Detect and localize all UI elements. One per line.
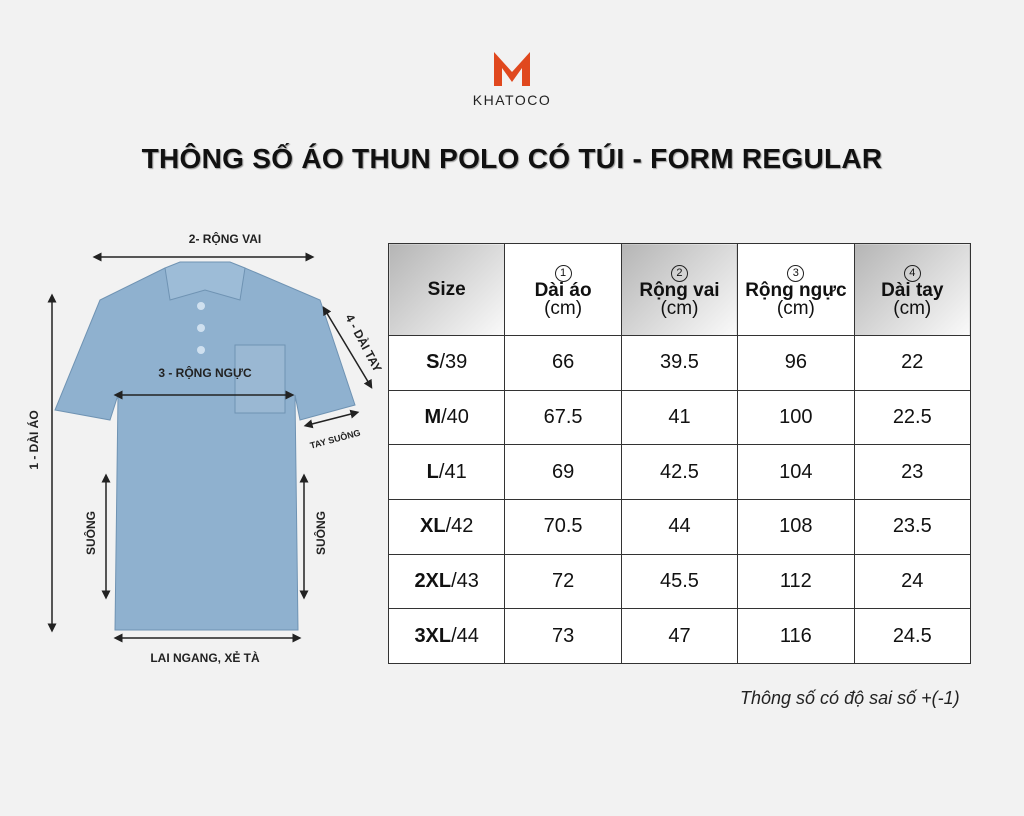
cell: 45.5 — [620, 553, 739, 610]
size-code: XL — [420, 515, 446, 538]
size-code: L — [426, 460, 439, 483]
size-table: Size 1 Dài áo (cm) 2 Rộng vai (cm) 3 Rộng ngực (c… — [387, 243, 972, 665]
cell: 96 — [737, 335, 855, 391]
size-number: /41 — [438, 460, 467, 483]
label: SUÔNG — [313, 511, 328, 555]
size-code: 3XL — [414, 624, 452, 647]
size-code: S — [426, 351, 440, 374]
header-cell: 4 Dài tay (cm) — [853, 243, 972, 336]
label: 4 - DÀI TAY — [342, 311, 385, 374]
size-number: /44 — [451, 624, 479, 647]
size-number: /43 — [451, 570, 479, 593]
header-row: Size 1 Dài áo (cm) 2 Rộng vai (cm) 3 Rộng ngực (c… — [387, 243, 972, 336]
header-name: Rộng ngực — [745, 279, 847, 301]
cell: 3XL/44 — [387, 608, 506, 665]
header-cell: 2 Rộng vai (cm) — [620, 243, 739, 336]
row: 3XL/44 73 47 116 24.5 — [387, 608, 972, 665]
header-name: Rộng vai — [639, 279, 720, 301]
header-unit: (cm) — [544, 297, 583, 319]
arrows — [47, 252, 373, 643]
cell: 23 — [853, 444, 972, 501]
row: M/40 67.5 41 100 22.5 — [387, 389, 972, 446]
cell: M/40 — [387, 389, 506, 446]
cell: 73 — [504, 608, 622, 665]
header-unit: (cm) — [893, 297, 932, 319]
pocket — [234, 344, 286, 414]
cell: 112 — [737, 553, 855, 610]
row: S/39 66 39.5 96 22 — [387, 335, 972, 391]
cell: 69 — [504, 444, 622, 501]
header-unit: (cm) — [776, 297, 815, 319]
cell: 23.5 — [853, 499, 972, 555]
cell: 24 — [853, 553, 972, 610]
cell: 70.5 — [504, 499, 622, 555]
size-code: 2XL — [414, 570, 452, 593]
size-number: /40 — [441, 406, 469, 429]
size-number: /39 — [439, 351, 468, 374]
cell: 116 — [737, 608, 855, 665]
cell: 2XL/43 — [387, 553, 506, 610]
cell: 67.5 — [504, 389, 622, 446]
label: LAI NGANG, XẺ TÀ — [150, 650, 260, 665]
header-cell: 3 Rộng ngực (cm) — [737, 243, 855, 336]
cell: 47 — [620, 608, 739, 665]
cell: 42.5 — [620, 444, 739, 501]
cell: 22.5 — [853, 389, 972, 446]
cell: 72 — [504, 553, 622, 610]
cell: 39.5 — [620, 335, 739, 391]
cell: L/41 — [387, 444, 506, 501]
cell: S/39 — [387, 335, 506, 391]
header-name: Dài tay — [881, 279, 944, 301]
cell: 24.5 — [853, 608, 972, 665]
shirt — [54, 267, 356, 631]
collar — [164, 261, 246, 301]
row: 2XL/43 72 45.5 112 24 — [387, 553, 972, 610]
header-name: Dài áo — [534, 279, 592, 301]
cell: XL/42 — [387, 499, 506, 555]
cell: 22 — [853, 335, 972, 391]
header-cell: Size — [387, 243, 506, 336]
label: 3 - RỘNG NGỰC — [158, 365, 252, 380]
title: THÔNG SỐ ÁO THUN POLO CÓ TÚI - FORM REGU… — [141, 143, 883, 174]
cell: 66 — [504, 335, 622, 391]
cell: 104 — [737, 444, 855, 501]
row: L/41 69 42.5 104 23 — [387, 444, 972, 501]
cell: 44 — [620, 499, 739, 555]
row: XL/42 70.5 44 108 23.5 — [387, 499, 972, 555]
label: TAY SUÔNG — [309, 427, 362, 451]
cell: 108 — [737, 499, 855, 555]
cell: 100 — [737, 389, 855, 446]
size-number: /42 — [445, 515, 474, 538]
size-code: M — [424, 406, 442, 429]
label: 2- RỘNG VAI — [189, 231, 261, 246]
label: SUÔNG — [83, 511, 98, 555]
note: Thông số có độ sai số +(-1) — [740, 688, 960, 708]
header-name: Size — [427, 278, 466, 300]
header-cell: 1 Dài áo (cm) — [504, 243, 622, 336]
cell: 41 — [620, 389, 739, 446]
header-unit: (cm) — [660, 297, 699, 319]
brand: KHATOCO — [472, 92, 552, 108]
logo-mark — [494, 52, 530, 86]
label: 1 - DÀI ÁO — [26, 410, 41, 469]
